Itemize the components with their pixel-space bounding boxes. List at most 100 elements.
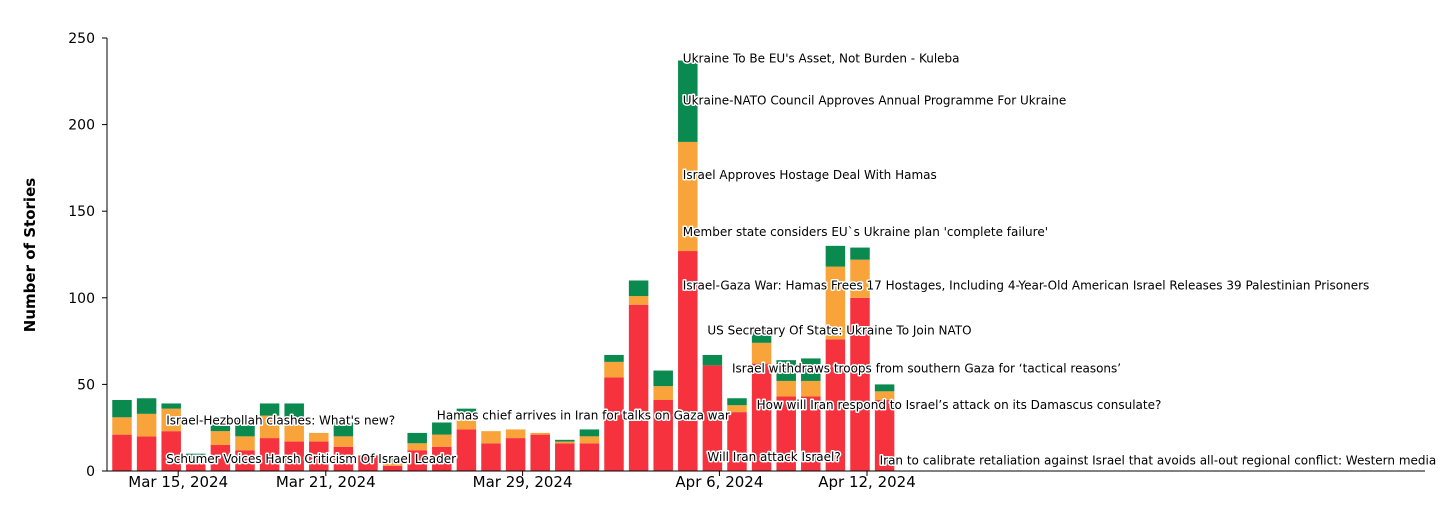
bar-orange-mar-31 [555,441,575,444]
bar-orange-mar-24 [382,462,403,466]
annotation-label: Israel Approves Hostage Deal With Hamas [683,168,937,182]
annotation-label: Ukraine-NATO Council Approves Annual Pro… [683,93,1066,107]
bar-red-mar-22 [333,446,354,471]
annotation-label: Will Iran attack Israel? [707,450,840,464]
annotation-label: Israel-Gaza War: Hamas Frees 17 Hostages… [683,279,1370,293]
annotation-label: Israel-Hezbollah clashes: What's new? [166,414,395,428]
bar-orange-apr-2 [604,361,624,378]
bar-red-apr-10 [801,396,821,471]
x-tick-label: Mar 21, 2024 [276,473,376,491]
bar-green-apr-8 [751,327,772,343]
bar-red-apr-3 [628,304,649,471]
y-ticks-group: 0 50 100 150 200 250 [68,31,107,480]
bar-red-apr-4 [653,399,673,471]
bar-green-mar-26 [432,422,452,435]
bar-orange-mar-21 [309,432,329,442]
bar-red-apr-5 [678,251,698,471]
bar-red-apr-6 [702,365,723,471]
bar-green-mar-15 [161,403,181,409]
bar-green-mar-13 [112,399,132,418]
bar-green-mar-17 [210,420,231,432]
bar-orange-mar-20 [284,417,304,442]
bar-green-mar-25 [407,432,427,444]
bar-green-mar-19 [259,403,280,416]
bar-orange-mar-22 [333,436,354,447]
bar-red-mar-15 [161,431,181,471]
bar-orange-mar-18 [235,436,255,451]
bar-green-apr-7 [727,398,747,406]
x-tick-label: Apr 6, 2024 [675,473,763,491]
y-tick-label: 200 [68,118,95,134]
bar-green-apr-2 [604,354,624,362]
bar-orange-mar-27 [456,417,477,430]
bar-orange-mar-16 [186,458,206,465]
x-tick-label: Mar 29, 2024 [473,473,573,491]
bar-orange-apr-10 [801,380,821,397]
bar-orange-mar-30 [530,432,550,435]
annotation-label: Israel withdraws troops from southern Ga… [732,362,1121,376]
bar-orange-apr-4 [653,386,673,400]
bar-green-mar-24 [382,457,403,463]
bar-red-mar-18 [235,450,255,471]
bar-orange-mar-14 [136,413,157,437]
bar-red-mar-20 [284,441,304,471]
bar-red-mar-23 [358,455,378,471]
annotation-label: US Secretary Of State: Ukraine To Join N… [707,324,971,338]
bar-red-mar-27 [456,429,477,471]
y-tick-label: 100 [68,291,95,307]
bar-green-apr-4 [653,370,673,387]
y-tick-label: 0 [86,464,95,480]
bar-green-mar-14 [136,398,157,414]
bar-red-apr-7 [727,412,747,471]
bar-green-apr-11 [825,245,846,267]
x-tick-label: Apr 12, 2024 [818,473,916,491]
bar-green-apr-10 [801,358,821,381]
bar-red-mar-31 [555,443,575,471]
bar-orange-apr-12 [850,259,870,298]
annotation-label: Hamas chief arrives in Iran for talks on… [437,409,730,423]
bar-red-apr-2 [604,377,624,471]
bar-orange-mar-17 [210,431,231,446]
annotation-label: Ukraine To Be EU's Asset, Not Burden - K… [683,52,960,66]
y-tick-label: 250 [68,31,95,47]
bar-orange-mar-13 [112,417,132,435]
bar-red-mar-19 [259,438,280,471]
bar-orange-mar-29 [505,429,526,439]
bar-orange-mar-15 [161,408,181,432]
bar-orange-mar-19 [259,415,280,439]
bar-green-mar-31 [555,439,575,442]
bar-red-apr-9 [776,396,796,471]
bar-green-mar-18 [235,417,255,437]
y-tick-label: 150 [68,204,95,220]
bar-red-mar-26 [432,446,452,471]
x-ticks-group: Mar 15, 2024 Mar 21, 2024 Mar 29, 2024 Apr … [128,471,916,491]
annotations-group: Ukraine To Be EU's Asset, Not Burden - K… [165,50,1438,469]
bar-orange-apr-8 [751,342,772,364]
bar-orange-apr-3 [628,296,649,305]
y-axis-label: Number of Stories [21,178,39,332]
bar-orange-mar-25 [407,443,427,451]
bar-orange-apr-9 [776,380,796,397]
bar-orange-mar-28 [481,431,501,444]
bar-red-apr-12 [850,297,870,471]
bar-green-apr-5 [678,60,698,142]
bar-red-apr-1 [579,443,600,471]
bar-red-mar-25 [407,450,427,471]
bars-group [112,60,895,471]
bar-red-mar-30 [530,434,550,471]
bar-green-apr-1 [579,429,600,437]
bar-green-apr-13 [874,384,895,392]
bar-red-mar-29 [505,438,526,471]
bar-red-mar-17 [210,445,231,471]
bar-red-mar-16 [186,464,206,471]
x-tick-label: Mar 15, 2024 [128,473,228,491]
bar-green-apr-9 [776,360,796,381]
bar-orange-apr-11 [825,266,846,340]
bar-orange-apr-1 [579,436,600,444]
bar-green-mar-27 [456,408,477,418]
bar-orange-apr-7 [727,405,747,413]
bar-green-apr-12 [850,247,870,260]
bar-red-apr-13 [874,399,895,471]
bar-green-apr-3 [628,280,649,297]
